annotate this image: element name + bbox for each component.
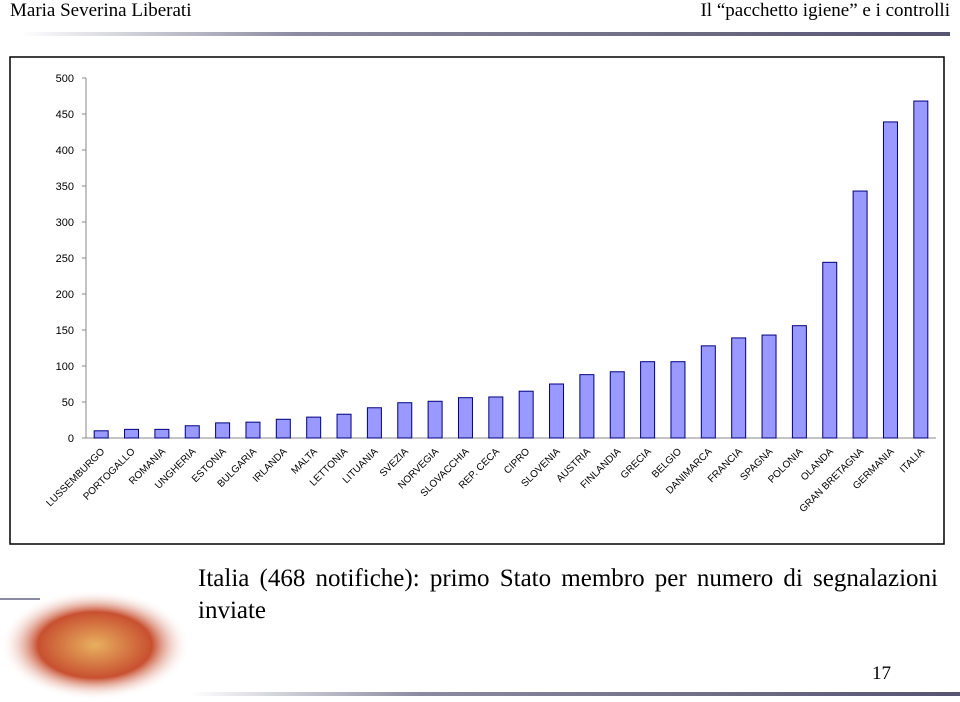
bar	[791, 325, 807, 439]
y-tick-label: 100	[56, 361, 74, 373]
bar	[124, 428, 140, 439]
bar	[336, 413, 352, 439]
bar	[882, 121, 898, 439]
bar	[518, 390, 534, 439]
chart-frame	[9, 56, 945, 545]
bar	[275, 418, 291, 439]
y-tick-label: 300	[56, 217, 74, 229]
y-tick-label: 0	[68, 433, 74, 445]
bar	[670, 361, 686, 439]
caption: Italia (468 notifiche): primo Stato memb…	[198, 565, 938, 624]
page-number: 17	[872, 663, 891, 684]
bar	[457, 397, 473, 439]
bar	[397, 402, 413, 439]
y-tick-label: 50	[62, 397, 74, 409]
bar	[640, 361, 656, 439]
footer-rule	[190, 692, 960, 696]
bar	[306, 416, 322, 439]
bar	[700, 345, 716, 439]
bar	[154, 428, 170, 439]
bar	[822, 261, 838, 439]
bar	[184, 425, 200, 439]
bar	[366, 407, 382, 439]
bar	[579, 374, 595, 439]
y-tick-label: 350	[56, 181, 74, 193]
food-image	[0, 590, 190, 700]
bar	[761, 334, 777, 439]
bar	[913, 100, 929, 439]
bar	[245, 421, 261, 439]
y-tick-label: 150	[56, 325, 74, 337]
bar	[609, 371, 625, 439]
slide-title: Il “pacchetto igiene” e i controlli	[700, 0, 950, 21]
side-rule	[0, 598, 40, 600]
bar	[93, 430, 109, 439]
y-tick-label: 200	[56, 289, 74, 301]
y-tick-label: 450	[56, 109, 74, 121]
bar	[549, 383, 565, 439]
bar	[852, 190, 868, 439]
bar	[488, 396, 504, 439]
bar	[731, 337, 747, 439]
bar	[427, 400, 443, 439]
author: Maria Severina Liberati	[10, 0, 192, 21]
y-tick-label: 400	[56, 145, 74, 157]
y-tick-label: 500	[56, 73, 74, 85]
y-tick-label: 250	[56, 253, 74, 265]
header-rule	[20, 32, 950, 36]
bar	[215, 422, 231, 439]
